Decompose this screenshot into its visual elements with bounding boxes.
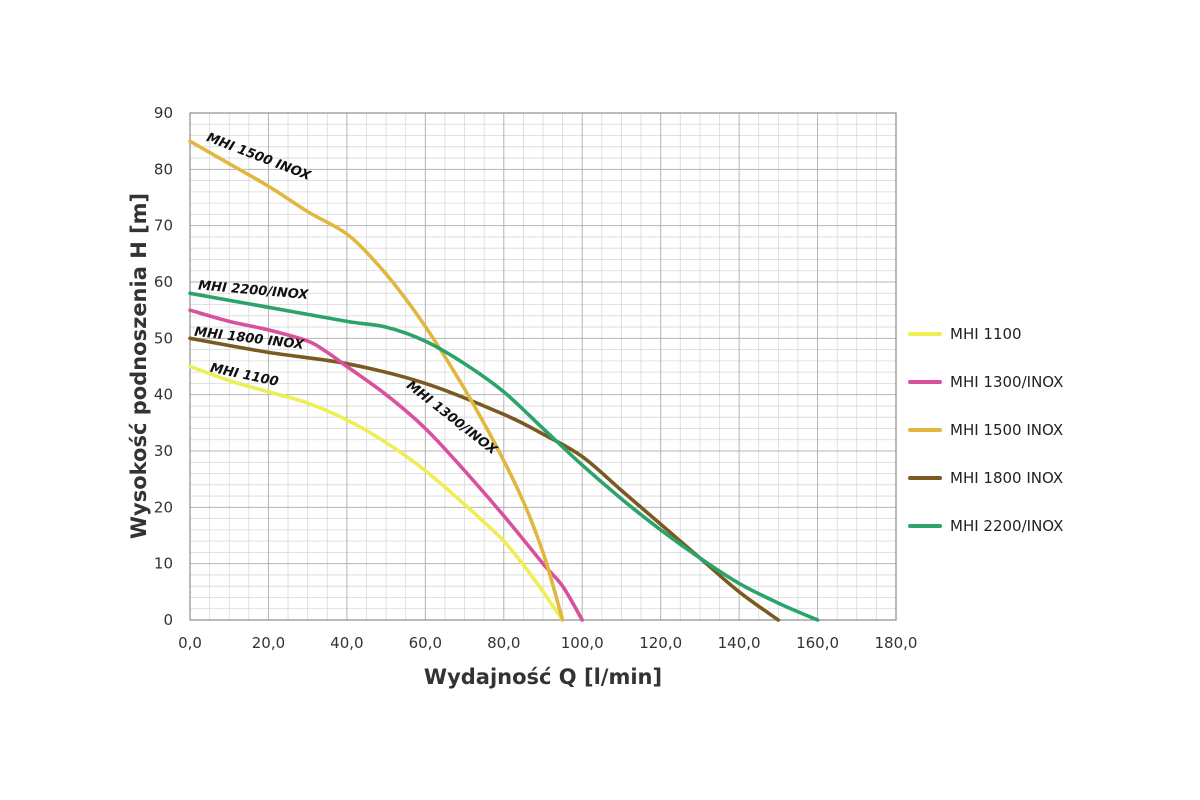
- y-tick-label: 60: [154, 273, 173, 291]
- x-tick-label: 140,0: [718, 634, 761, 652]
- legend-swatch: [908, 476, 942, 480]
- legend-swatch: [908, 428, 942, 432]
- legend-swatch: [908, 524, 942, 528]
- grid-minor: [190, 113, 896, 620]
- legend-label: MHI 1300/INOX: [950, 373, 1064, 391]
- y-tick-label: 10: [154, 555, 173, 573]
- y-tick-label: 80: [154, 160, 173, 178]
- curve-label: MHI 1300/INOX: [403, 378, 500, 458]
- x-tick-label: 0,0: [178, 634, 202, 652]
- y-tick-label: 20: [154, 498, 173, 516]
- x-tick-label: 160,0: [796, 634, 839, 652]
- x-tick-label: 120,0: [639, 634, 682, 652]
- legend-label: MHI 1500 INOX: [950, 421, 1064, 439]
- x-tick-label: 60,0: [409, 634, 442, 652]
- legend-item: MHI 1300/INOX: [908, 358, 1168, 406]
- legend-label: MHI 2200/INOX: [950, 517, 1064, 535]
- y-tick-label: 50: [154, 329, 173, 347]
- legend-label: MHI 1800 INOX: [950, 469, 1064, 487]
- series-line-mhi-2200-inox: [188, 291, 820, 622]
- x-tick-label: 180,0: [875, 634, 918, 652]
- y-axis-ticks: 0 10 20 30 40 50 60 70 80 90: [154, 104, 173, 629]
- legend-swatch: [908, 380, 942, 384]
- series-line-mhi-1100: [188, 364, 565, 622]
- legend-item: MHI 1800 INOX: [908, 454, 1168, 502]
- legend-swatch: [908, 332, 942, 336]
- x-tick-label: 40,0: [330, 634, 363, 652]
- y-tick-label: 70: [154, 217, 173, 235]
- series-line-mhi-1500-inox: [188, 139, 565, 622]
- y-tick-label: 30: [154, 442, 173, 460]
- y-tick-label: 40: [154, 386, 173, 404]
- x-tick-label: 20,0: [252, 634, 285, 652]
- x-axis-label: Wydajność Q [l/min]: [424, 665, 662, 689]
- y-axis-label: Wysokość podnoszenia H [m]: [127, 193, 151, 539]
- series-line-mhi-1300-inox: [188, 308, 584, 622]
- legend-item: MHI 2200/INOX: [908, 502, 1168, 550]
- y-tick-label: 90: [154, 104, 173, 122]
- x-tick-label: 80,0: [487, 634, 520, 652]
- legend-item: MHI 1500 INOX: [908, 406, 1168, 454]
- legend-label: MHI 1100: [950, 325, 1022, 343]
- chart-legend: MHI 1100 MHI 1300/INOX MHI 1500 INOX MHI 18…: [908, 310, 1168, 550]
- series-lines: [188, 139, 820, 622]
- legend-item: MHI 1100: [908, 310, 1168, 358]
- x-tick-label: 100,0: [561, 634, 604, 652]
- y-tick-label: 0: [163, 611, 173, 629]
- x-axis-ticks: 0,0 20,0 40,0 60,0 80,0 100,0 120,0 140,0 160,0 1…: [178, 634, 917, 652]
